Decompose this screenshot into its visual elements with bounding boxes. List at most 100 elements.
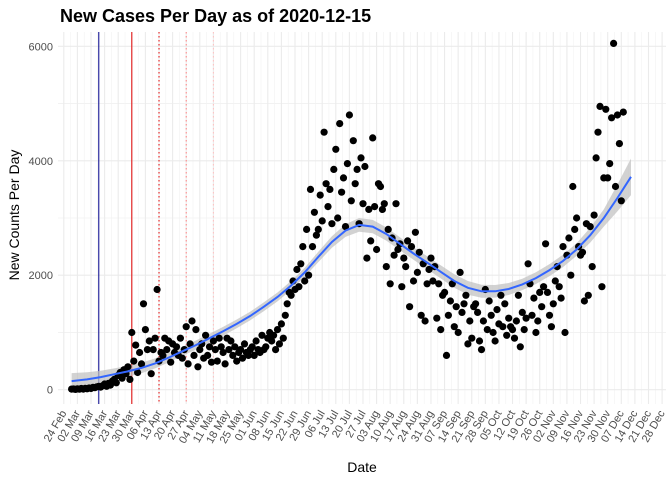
- data-point: [472, 300, 480, 308]
- data-point: [365, 205, 373, 213]
- data-point: [345, 111, 353, 119]
- data-point: [555, 283, 563, 291]
- data-point: [275, 340, 283, 348]
- data-point: [584, 291, 592, 299]
- data-point: [132, 341, 140, 349]
- data-point: [458, 308, 466, 316]
- data-point: [524, 260, 532, 268]
- data-point: [324, 203, 332, 211]
- data-point: [567, 271, 575, 279]
- data-point: [188, 317, 196, 325]
- data-point: [373, 245, 381, 254]
- data-point: [297, 260, 305, 268]
- data-point: [528, 311, 536, 319]
- data-point: [493, 306, 501, 314]
- data-point: [565, 234, 573, 242]
- data-point: [213, 357, 221, 365]
- data-point: [619, 108, 627, 116]
- smooth-trend-line: [71, 176, 632, 383]
- data-point: [145, 337, 153, 345]
- data-point: [295, 283, 303, 291]
- data-point: [441, 288, 449, 296]
- data-point: [341, 223, 350, 231]
- data-point: [604, 174, 612, 182]
- data-point: [336, 120, 344, 128]
- data-point: [501, 300, 509, 308]
- data-point: [446, 297, 454, 305]
- data-point: [172, 343, 181, 351]
- data-point: [167, 358, 175, 366]
- data-point: [250, 351, 258, 359]
- data-point: [487, 311, 495, 319]
- data-point: [489, 328, 497, 337]
- data-point: [326, 185, 334, 193]
- data-point: [611, 182, 620, 191]
- data-point: [545, 311, 554, 319]
- data-point: [318, 217, 326, 225]
- data-point: [279, 334, 287, 342]
- data-point: [444, 311, 452, 319]
- data-point: [503, 331, 511, 339]
- chart-title: New Cases Per Day as of 2020-12-15: [60, 6, 372, 26]
- data-point: [573, 214, 581, 222]
- data-point: [233, 357, 241, 365]
- data-point: [351, 180, 359, 188]
- data-point: [499, 323, 507, 331]
- data-point: [293, 265, 301, 274]
- data-point: [153, 285, 161, 294]
- data-point: [400, 254, 408, 262]
- data-point: [217, 343, 225, 351]
- data-point: [258, 331, 266, 339]
- data-point: [390, 251, 398, 259]
- data-point: [126, 375, 134, 383]
- data-point: [186, 340, 194, 348]
- data-point: [534, 317, 542, 325]
- data-point: [225, 346, 233, 354]
- data-point: [192, 326, 200, 334]
- data-point: [394, 245, 402, 254]
- y-tick-label: 2000: [29, 270, 53, 282]
- data-point: [433, 314, 441, 322]
- data-point: [231, 343, 239, 351]
- y-tick-label: 0: [47, 385, 53, 397]
- data-point: [417, 311, 425, 319]
- data-point: [287, 291, 295, 299]
- data-point: [359, 200, 367, 208]
- data-point: [474, 308, 482, 316]
- data-point: [407, 243, 416, 251]
- data-point: [571, 225, 579, 233]
- data-point: [411, 228, 419, 236]
- data-point: [413, 268, 421, 276]
- data-point: [384, 225, 392, 233]
- data-point: [512, 317, 521, 325]
- data-point: [202, 331, 210, 339]
- data-point: [427, 254, 435, 262]
- data-point: [380, 200, 388, 208]
- data-point: [178, 354, 186, 362]
- data-point: [205, 343, 214, 351]
- data-point: [437, 326, 445, 334]
- data-point: [141, 326, 149, 334]
- data-point: [522, 314, 530, 322]
- data-point: [343, 160, 351, 168]
- data-point: [475, 337, 484, 345]
- data-point: [303, 225, 311, 233]
- data-point: [301, 277, 309, 285]
- data-point: [468, 334, 476, 342]
- data-point: [248, 343, 256, 351]
- data-point: [588, 263, 596, 271]
- data-point: [367, 237, 375, 245]
- data-point: [244, 351, 252, 359]
- data-point: [557, 294, 565, 302]
- data-point: [442, 351, 451, 359]
- data-point: [610, 39, 618, 48]
- data-point: [592, 154, 600, 162]
- data-point: [320, 128, 328, 136]
- data-point: [137, 360, 146, 368]
- data-point: [580, 297, 589, 305]
- data-point: [139, 300, 148, 308]
- data-point: [272, 346, 280, 354]
- data-point: [452, 303, 460, 311]
- data-point: [543, 288, 552, 296]
